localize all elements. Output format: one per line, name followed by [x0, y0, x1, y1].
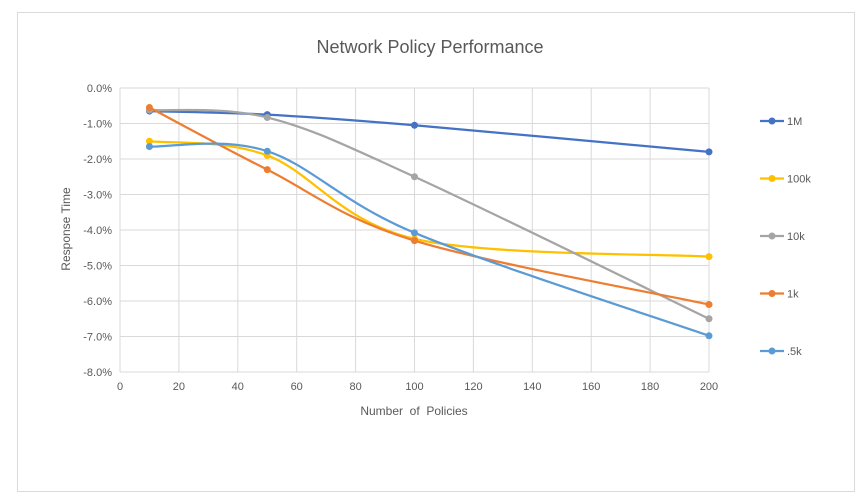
legend-item-100k: 100k: [760, 174, 811, 186]
y-tick-label: -7.0%: [83, 332, 112, 344]
data-point-1k: [263, 166, 271, 174]
y-tick-label: -6.0%: [83, 296, 112, 308]
y-tick-label: 0.0%: [87, 83, 112, 95]
legend-item-1k: 1k: [760, 289, 799, 301]
x-tick-label: 60: [291, 381, 303, 393]
series-line-1m: [149, 109, 710, 154]
series-line-1k: [148, 106, 710, 306]
x-tick-label: 20: [173, 381, 185, 393]
data-point-1m: [705, 148, 713, 156]
chart-frame: [17, 12, 855, 492]
y-tick-label: -1.0%: [83, 119, 112, 131]
x-tick-label: 40: [232, 381, 244, 393]
legend-item-5k: .5k: [760, 346, 802, 358]
legend-item-10k: 10k: [760, 231, 805, 243]
legend-item-1m: 1M: [760, 116, 802, 128]
y-tick-label: -8.0%: [83, 367, 112, 379]
data-point-100k: [145, 137, 153, 145]
legend: 1M 100k 10k 1k .5k: [760, 116, 811, 358]
data-point-10k: [263, 113, 271, 121]
legend-marker: [768, 347, 776, 355]
y-tick-label: -3.0%: [83, 190, 112, 202]
y-axis-ticks: 0.0% -1.0% -2.0% -3.0% -4.0% -5.0% -6.0% -7.0% -…: [83, 83, 112, 379]
legend-marker: [768, 232, 776, 240]
y-tick-label: -2.0%: [83, 154, 112, 166]
data-point-5k: [263, 147, 271, 155]
legend-marker: [768, 290, 776, 297]
data-point-1k: [145, 104, 153, 112]
y-tick-label: -5.0%: [83, 261, 112, 273]
legend-label: .5k: [787, 346, 802, 358]
x-tick-label: 120: [464, 381, 482, 393]
x-axis-label: Number of Policies: [360, 404, 467, 418]
gridlines: [119, 87, 710, 373]
series-line-10k: [149, 108, 710, 320]
data-point-5k: [705, 332, 713, 340]
x-tick-label: 0: [117, 381, 123, 393]
x-tick-label: 160: [582, 381, 600, 393]
data-point-100k: [705, 253, 713, 261]
legend-marker: [768, 117, 776, 125]
data-point-5k: [145, 143, 153, 151]
legend-label: 10k: [787, 231, 805, 243]
legend-label: 100k: [787, 174, 811, 186]
legend-marker: [768, 175, 776, 182]
x-tick-label: 180: [641, 381, 659, 393]
y-axis-label: Response Time: [59, 187, 73, 271]
x-tick-label: 140: [523, 381, 541, 393]
x-tick-label: 200: [700, 381, 718, 393]
x-tick-label: 100: [405, 381, 423, 393]
data-point-1m: [411, 121, 418, 129]
x-tick-label: 80: [349, 381, 361, 393]
legend-label: 1k: [787, 289, 799, 301]
series-line-5k: [149, 142, 710, 337]
x-axis-ticks: 0 20 40 60 80 100 120 140 160 180 200: [117, 381, 718, 393]
data-point-1k: [411, 237, 418, 245]
data-point-10k: [705, 315, 713, 323]
y-tick-label: -4.0%: [83, 225, 112, 237]
data-point-10k: [411, 173, 418, 181]
chart-title: Network Policy Performance: [316, 37, 543, 57]
legend-label: 1M: [787, 116, 802, 128]
data-point-1k: [705, 301, 713, 309]
series-lines: [145, 104, 713, 340]
data-point-5k: [411, 229, 418, 237]
